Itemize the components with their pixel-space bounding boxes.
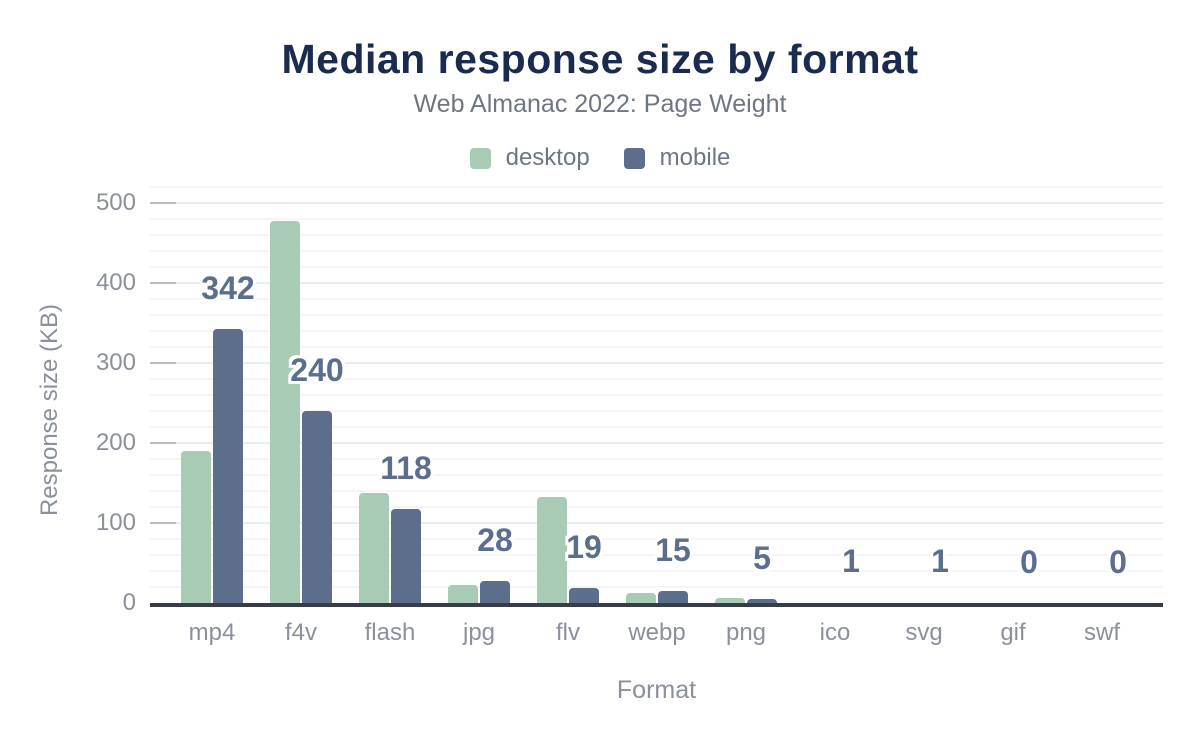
x-tick-label-flash: flash bbox=[364, 619, 416, 646]
x-tick-label-jpg: jpg bbox=[462, 619, 496, 646]
gridline-minor bbox=[150, 218, 1163, 220]
x-tick-label-png: png bbox=[725, 619, 767, 646]
bar-desktop-mp4 bbox=[181, 451, 211, 603]
legend-item-desktop: desktop bbox=[469, 144, 590, 172]
gridline-major bbox=[150, 202, 1163, 204]
chart-title: Median response size by format bbox=[281, 36, 919, 82]
gridline-minor bbox=[150, 298, 1163, 300]
bar-desktop-png bbox=[715, 598, 745, 603]
y-tick-label: 500 bbox=[95, 189, 136, 216]
bar-mobile-f4v bbox=[302, 411, 332, 603]
gridline-minor bbox=[150, 330, 1163, 332]
gridline-major bbox=[150, 282, 1163, 284]
gridline-minor bbox=[150, 346, 1163, 348]
y-tick-label: 200 bbox=[95, 429, 136, 456]
value-label-f4v: 240 bbox=[290, 352, 344, 388]
value-label-flv: 19 bbox=[566, 528, 602, 565]
legend-label-mobile: mobile bbox=[659, 144, 731, 171]
x-tick-label-svg: svg bbox=[905, 619, 943, 646]
bar-desktop-flv bbox=[537, 496, 567, 603]
y-tick-label: 100 bbox=[95, 509, 136, 536]
gridline-major bbox=[150, 362, 1163, 364]
gridline-minor bbox=[150, 426, 1163, 428]
x-tick-label-gif: gif bbox=[1000, 619, 1026, 646]
y-tick-mark bbox=[150, 362, 176, 364]
y-tick-label: 300 bbox=[95, 349, 136, 376]
gridline-minor bbox=[150, 314, 1163, 316]
value-label-webp: 15 bbox=[655, 532, 691, 568]
gridline-minor bbox=[150, 266, 1163, 268]
bar-mobile-flv bbox=[569, 587, 599, 603]
bar-desktop-flash bbox=[359, 492, 389, 603]
value-label-svg: 1 bbox=[931, 543, 949, 580]
x-tick-label-ico: ico bbox=[819, 619, 851, 646]
gridline-minor bbox=[150, 410, 1163, 412]
bar-desktop-f4v bbox=[270, 220, 300, 603]
bar-mobile-png bbox=[747, 599, 777, 603]
bar-desktop-jpg bbox=[448, 585, 478, 603]
y-tick-label: 0 bbox=[122, 589, 136, 616]
x-tick-label-mp4: mp4 bbox=[188, 619, 236, 646]
gridline-minor bbox=[150, 554, 1163, 556]
x-tick-label-swf: swf bbox=[1084, 619, 1120, 646]
bar-mobile-flash bbox=[391, 508, 421, 603]
bar-desktop-webp bbox=[626, 593, 656, 603]
gridline-minor bbox=[150, 538, 1163, 540]
bar-mobile-webp bbox=[658, 591, 688, 603]
x-axis-title: Format bbox=[616, 676, 697, 704]
value-label-ico: 1 bbox=[842, 543, 860, 580]
y-tick-mark bbox=[150, 522, 176, 524]
chart-subtitle: Web Almanac 2022: Page Weight bbox=[413, 90, 787, 118]
gridline-major bbox=[150, 522, 1163, 524]
plot-area: 0 100 200 300 400 500 mp4 342 f4v 240 flash 118 jpg 2… bbox=[96, 186, 1163, 646]
value-label-jpg: 28 bbox=[477, 521, 513, 558]
gridline-minor bbox=[150, 378, 1163, 380]
value-label-mp4: 342 bbox=[201, 270, 255, 307]
gridline-minor bbox=[150, 586, 1163, 588]
y-tick-label: 400 bbox=[95, 269, 136, 296]
gridline-minor bbox=[150, 506, 1163, 508]
gridline-minor bbox=[150, 570, 1163, 572]
gridline-minor bbox=[150, 474, 1163, 476]
value-label-flash: 118 bbox=[380, 449, 432, 486]
gridline-minor bbox=[150, 234, 1163, 236]
value-label-png: 5 bbox=[753, 540, 771, 576]
legend: desktop mobile bbox=[0, 144, 1200, 172]
legend-swatch-desktop bbox=[469, 147, 491, 169]
x-tick-label-f4v: f4v bbox=[284, 619, 317, 646]
gridline-minor bbox=[150, 458, 1163, 460]
legend-item-mobile: mobile bbox=[623, 144, 731, 172]
bar-mobile-mp4 bbox=[213, 329, 243, 603]
gridline-minor bbox=[150, 250, 1163, 252]
gridline-major bbox=[150, 442, 1163, 444]
x-tick-label-flv: flv bbox=[556, 619, 580, 646]
gridline-minor bbox=[150, 490, 1163, 492]
y-tick-mark bbox=[150, 202, 176, 204]
x-axis-line bbox=[150, 603, 1163, 607]
x-tick-label-webp: webp bbox=[628, 619, 686, 646]
y-tick-mark bbox=[150, 282, 176, 284]
y-tick-mark bbox=[150, 442, 176, 444]
value-label-swf: 0 bbox=[1109, 544, 1127, 580]
gridline-minor bbox=[150, 394, 1163, 396]
gridline-minor bbox=[150, 186, 1163, 188]
value-label-gif: 0 bbox=[1020, 544, 1038, 580]
bar-mobile-jpg bbox=[480, 580, 510, 603]
y-axis-title: Response size (KB) bbox=[36, 303, 63, 517]
legend-label-desktop: desktop bbox=[505, 144, 590, 171]
legend-swatch-mobile bbox=[623, 147, 645, 169]
